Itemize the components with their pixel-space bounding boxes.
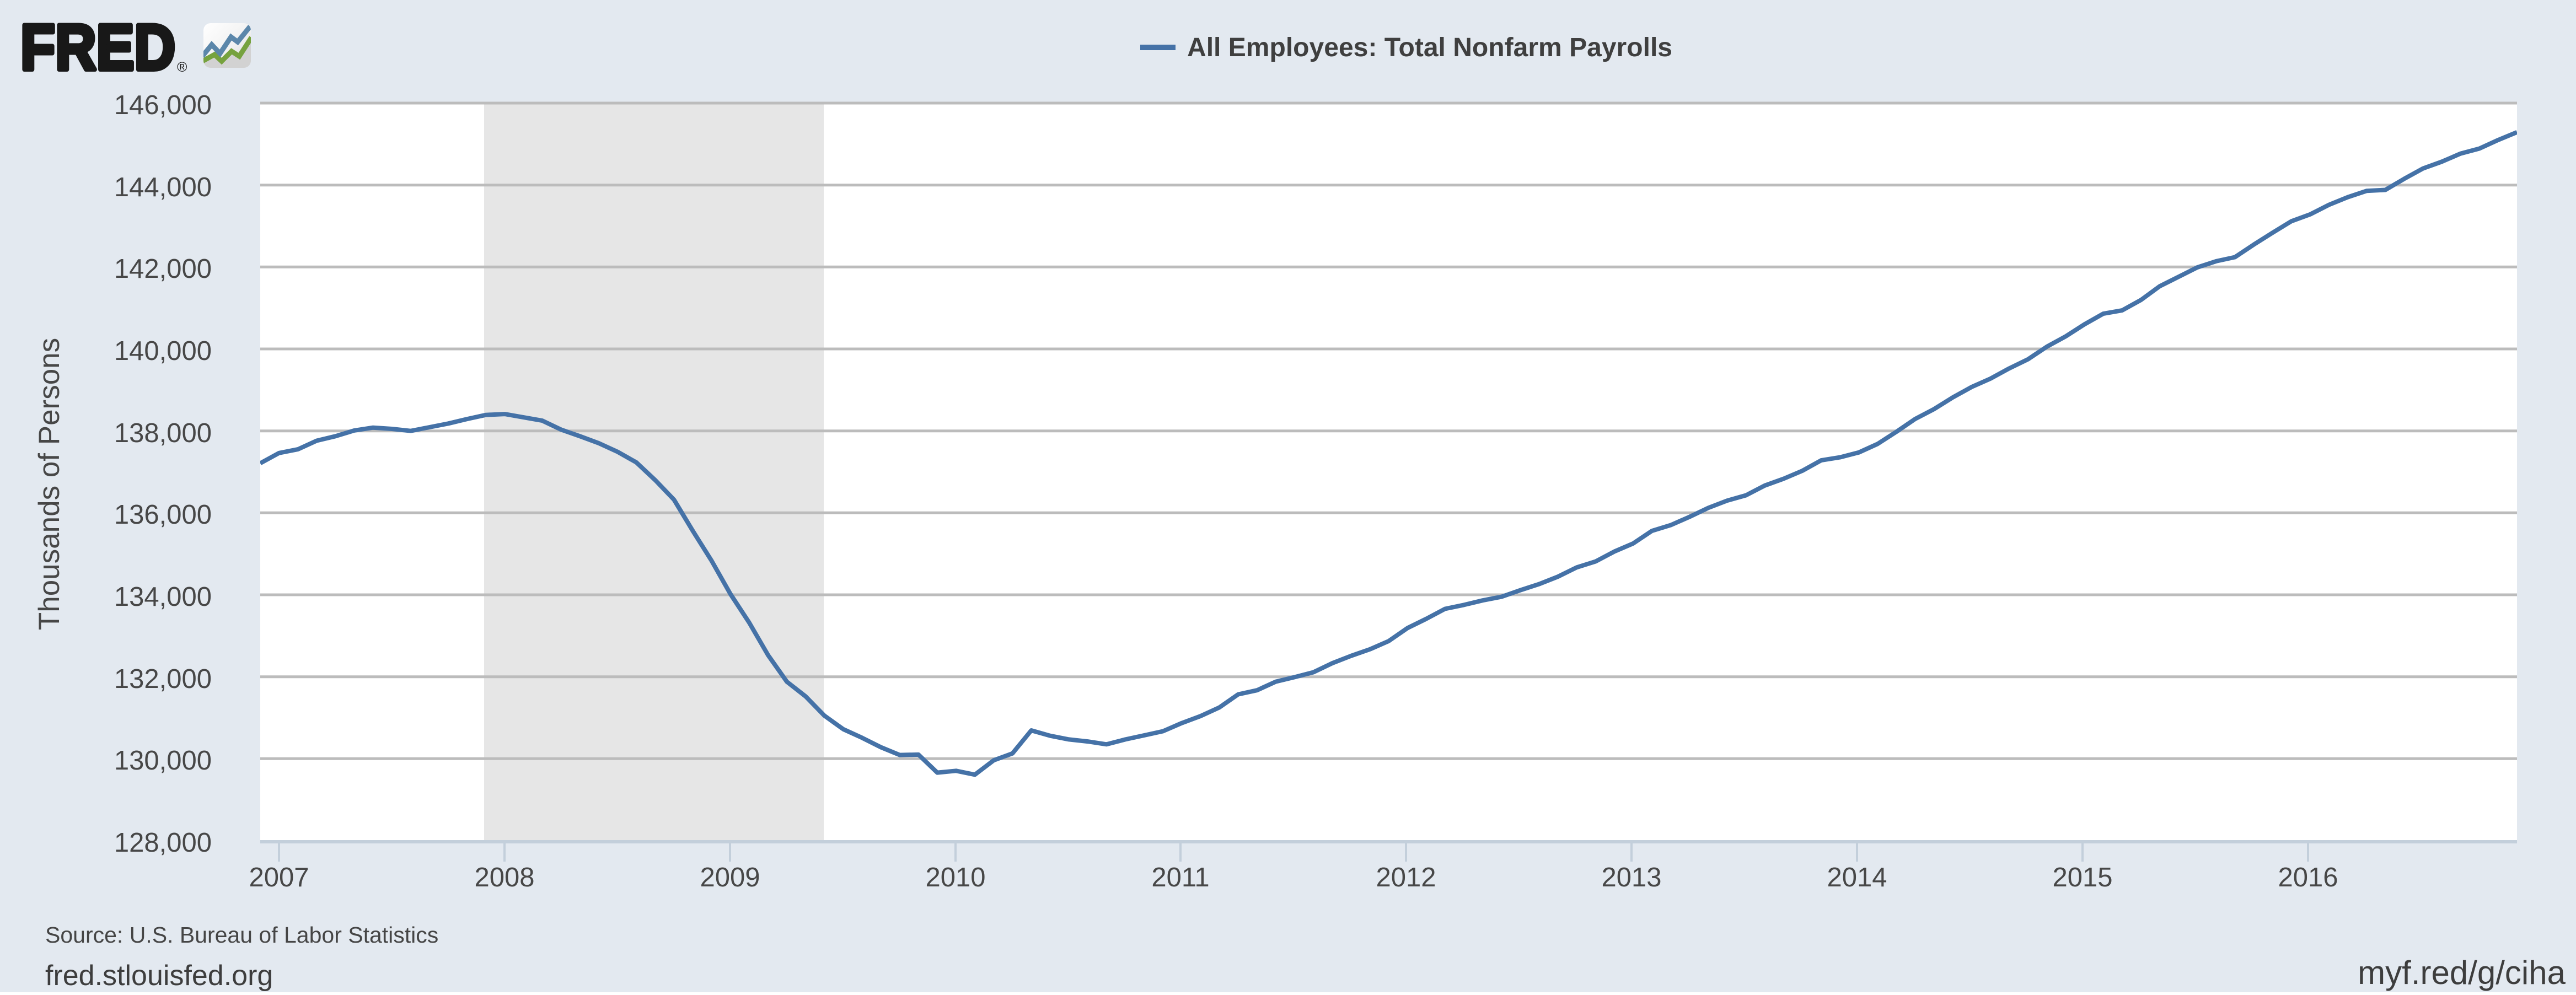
svg-text:2011: 2011 (1151, 863, 1209, 892)
svg-text:146,000: 146,000 (114, 90, 212, 120)
svg-text:130,000: 130,000 (114, 746, 212, 776)
svg-text:2014: 2014 (1827, 863, 1887, 892)
svg-text:142,000: 142,000 (114, 254, 212, 284)
svg-text:128,000: 128,000 (114, 828, 212, 858)
svg-text:myf.red/g/ciha: myf.red/g/ciha (2358, 954, 2566, 991)
svg-text:134,000: 134,000 (114, 582, 212, 612)
svg-text:All Employees: Total Nonfarm P: All Employees: Total Nonfarm Payrolls (1187, 33, 1672, 62)
svg-text:FRED: FRED (20, 11, 175, 83)
svg-text:132,000: 132,000 (114, 664, 212, 694)
svg-text:2016: 2016 (2278, 863, 2338, 892)
svg-text:Thousands of Persons: Thousands of Persons (33, 338, 66, 630)
svg-text:fred.stlouisfed.org: fred.stlouisfed.org (45, 960, 273, 992)
svg-text:2015: 2015 (2052, 863, 2112, 892)
svg-text:140,000: 140,000 (114, 336, 212, 366)
svg-text:138,000: 138,000 (114, 418, 212, 448)
svg-text:2009: 2009 (700, 863, 760, 892)
svg-text:2013: 2013 (1601, 863, 1661, 892)
svg-text:144,000: 144,000 (114, 173, 212, 202)
svg-text:2010: 2010 (925, 863, 985, 892)
svg-text:Source: U.S. Bureau of Labor S: Source: U.S. Bureau of Labor Statistics (45, 922, 438, 948)
svg-text:2007: 2007 (249, 863, 309, 892)
svg-text:®: ® (177, 60, 187, 75)
svg-text:136,000: 136,000 (114, 500, 212, 530)
svg-text:2008: 2008 (474, 863, 534, 892)
svg-text:2012: 2012 (1376, 863, 1436, 892)
